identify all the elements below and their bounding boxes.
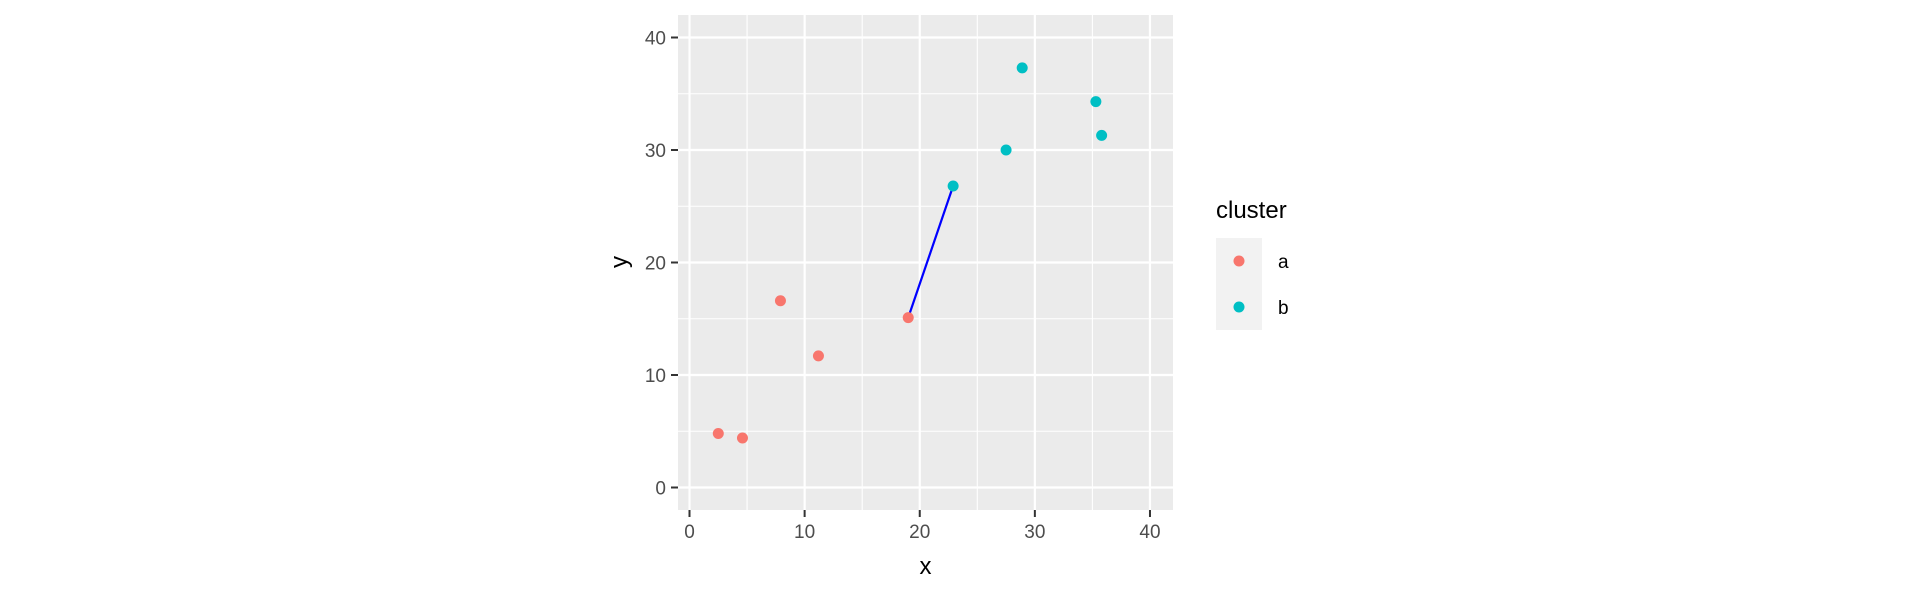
data-point-a bbox=[902, 312, 914, 324]
legend-title: cluster bbox=[1216, 197, 1287, 224]
data-point-b bbox=[1096, 129, 1108, 141]
x-tick-label: 30 bbox=[1024, 522, 1045, 543]
x-axis: 0 10 20 30 40 bbox=[684, 510, 1161, 543]
x-tick-label: 40 bbox=[1139, 522, 1160, 543]
data-point-a bbox=[736, 432, 748, 444]
major-gridlines bbox=[678, 15, 1173, 510]
connector-segments bbox=[907, 185, 955, 318]
y-axis-title: y bbox=[606, 256, 633, 268]
legend-label-b: b bbox=[1278, 298, 1289, 319]
legend: cluster a b bbox=[1216, 197, 1289, 330]
connector-segment bbox=[907, 185, 955, 318]
y-axis: 0 10 20 30 40 bbox=[645, 29, 678, 500]
data-point-b bbox=[947, 180, 959, 192]
data-point-b bbox=[1090, 96, 1102, 108]
legend-label-a: a bbox=[1278, 252, 1289, 273]
data-point-a bbox=[712, 428, 724, 439]
data-point-a bbox=[774, 295, 786, 307]
data-point-b bbox=[1000, 144, 1012, 156]
y-tick-label: 20 bbox=[645, 254, 666, 275]
data-point-b bbox=[1016, 62, 1028, 74]
x-tick-label: 20 bbox=[909, 522, 930, 543]
legend-marker-b bbox=[1233, 301, 1245, 313]
y-tick-label: 10 bbox=[645, 366, 666, 387]
x-axis-title: x bbox=[920, 553, 932, 580]
x-tick-label: 0 bbox=[684, 522, 695, 543]
data-points bbox=[712, 62, 1108, 444]
x-tick-label: 10 bbox=[794, 522, 815, 543]
y-tick-label: 0 bbox=[655, 479, 666, 500]
y-tick-label: 30 bbox=[645, 141, 666, 162]
y-tick-label: 40 bbox=[645, 29, 666, 50]
data-point-a bbox=[812, 350, 824, 362]
legend-marker-a bbox=[1233, 255, 1245, 267]
